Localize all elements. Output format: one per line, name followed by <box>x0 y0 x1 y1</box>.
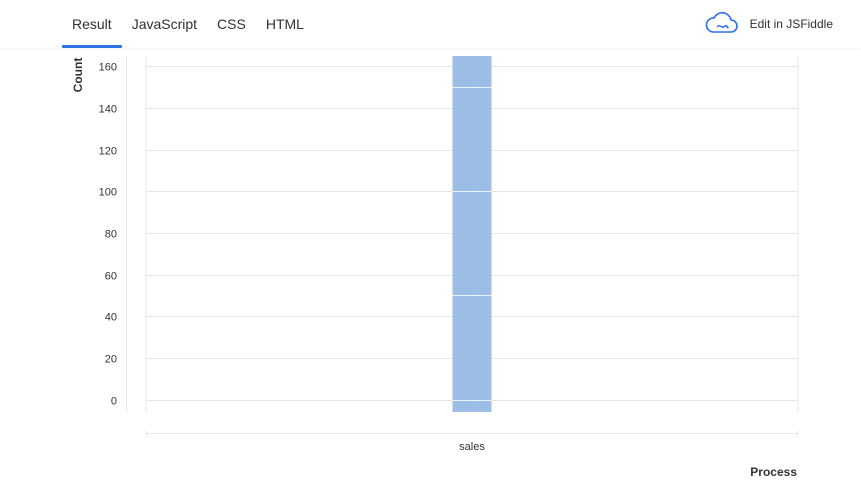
tab-css[interactable]: CSS <box>217 15 246 32</box>
tick-labels: 0 20 40 60 80 100 120 140 160 sales <box>99 62 486 454</box>
y-tick-label: 40 <box>105 312 117 324</box>
tab-list: Result JavaScript CSS HTML <box>62 0 324 48</box>
y-tick-label: 140 <box>99 104 117 116</box>
tab-html[interactable]: HTML <box>265 15 304 32</box>
y-axis-title: Count <box>71 58 85 93</box>
bar-sales <box>452 56 492 412</box>
y-tick-label: 120 <box>99 146 117 158</box>
tab-javascript[interactable]: JavaScript <box>131 15 198 32</box>
y-tick-label: 100 <box>99 187 117 199</box>
bar-chart: 0 20 40 60 80 100 120 140 160 sales Count Process <box>71 56 799 479</box>
y-tick-label: 60 <box>105 271 117 283</box>
y-tick-label: 80 <box>105 229 117 241</box>
x-axis-title: Process <box>750 465 797 479</box>
axes <box>126 56 798 437</box>
tab-result[interactable]: Result <box>62 0 122 48</box>
bars <box>452 56 492 412</box>
edit-in-jsfiddle-link[interactable]: Edit in JSFiddle <box>704 12 833 36</box>
y-tick-label: 160 <box>99 62 117 74</box>
x-tick-label: sales <box>459 441 485 453</box>
edit-in-jsfiddle-label: Edit in JSFiddle <box>749 17 833 31</box>
y-tick-label: 0 <box>111 396 117 408</box>
y-tick-label: 20 <box>105 354 117 366</box>
tab-bar: Result JavaScript CSS HTML Edit in JSFid… <box>0 0 861 48</box>
cloud-icon <box>705 12 738 33</box>
chart-container: 0 20 40 60 80 100 120 140 160 sales Count Process <box>0 48 861 492</box>
